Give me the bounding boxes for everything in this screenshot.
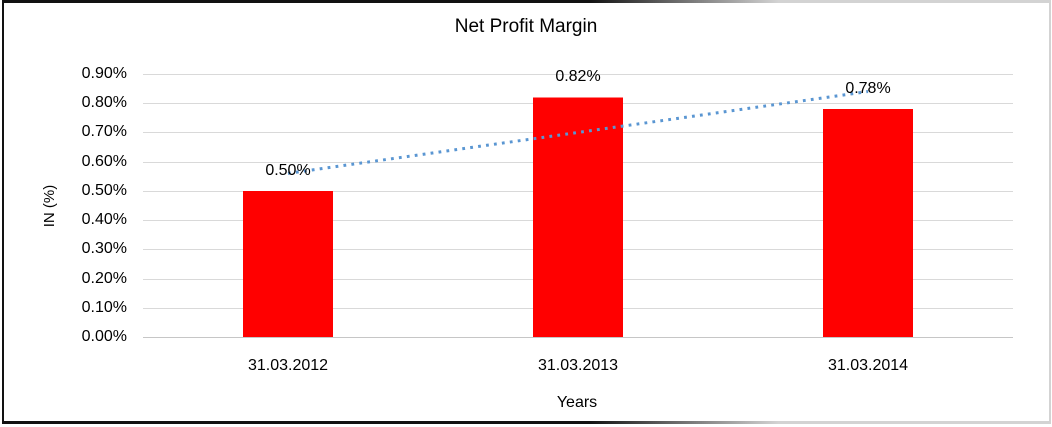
y-tick-label: 0.80% [81,94,127,112]
window-border-right [1049,0,1051,424]
y-tick-label: 0.10% [81,298,127,316]
y-tick-label: 0.20% [81,269,127,287]
category-label: 31.03.2012 [247,357,329,374]
window-border-top [2,0,1051,3]
x-axis-title: Years [556,394,598,411]
chart-title: Net Profit Margin [454,16,598,37]
y-tick-label: 0.40% [81,211,127,229]
window-border-left [2,0,4,424]
window-border-bottom [2,421,1051,424]
y-tick-label: 0.70% [81,123,127,141]
y-axis-title: IN (%) [41,184,58,228]
category-label: 31.03.2014 [827,357,909,374]
data-label: 0.78% [845,80,891,98]
y-tick-label: 0.90% [81,65,127,82]
bar [533,97,623,337]
y-tick-label: 0.30% [81,240,127,258]
data-label: 0.82% [555,68,601,86]
trendline [287,90,869,175]
category-label: 31.03.2013 [537,357,619,374]
data-label: 0.50% [265,161,311,179]
y-tick-label: 0.00% [81,328,127,345]
y-tick-label: 0.50% [81,181,127,199]
bar [823,109,913,337]
y-tick-label: 0.60% [81,152,127,170]
bar [243,190,333,337]
